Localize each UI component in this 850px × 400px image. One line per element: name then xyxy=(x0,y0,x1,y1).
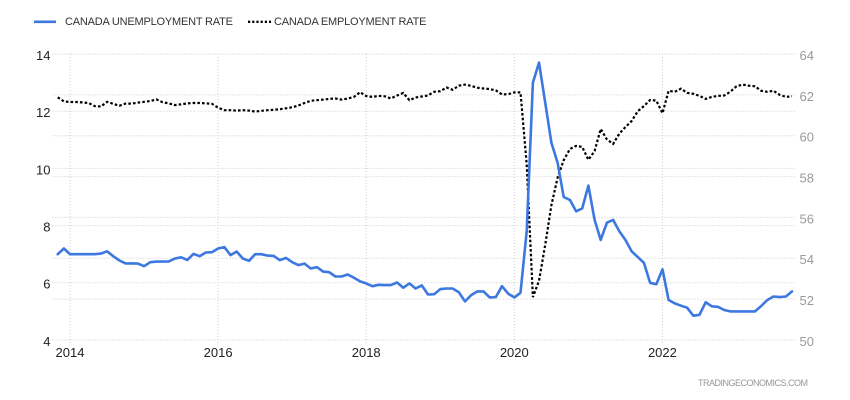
svg-text:2018: 2018 xyxy=(352,345,381,360)
svg-text:6: 6 xyxy=(43,277,50,292)
svg-text:50: 50 xyxy=(800,334,814,349)
svg-text:2016: 2016 xyxy=(204,345,233,360)
svg-text:64: 64 xyxy=(800,48,814,63)
svg-text:12: 12 xyxy=(36,105,50,120)
svg-text:14: 14 xyxy=(36,48,50,63)
svg-text:54: 54 xyxy=(800,252,814,267)
svg-text:2020: 2020 xyxy=(500,345,529,360)
svg-text:10: 10 xyxy=(36,162,50,177)
svg-text:58: 58 xyxy=(800,171,814,186)
svg-text:52: 52 xyxy=(800,293,814,308)
svg-text:62: 62 xyxy=(800,89,814,104)
svg-text:2014: 2014 xyxy=(56,345,85,360)
svg-text:2022: 2022 xyxy=(648,345,677,360)
svg-text:8: 8 xyxy=(43,220,50,235)
svg-text:60: 60 xyxy=(800,130,814,145)
svg-text:4: 4 xyxy=(43,334,50,349)
svg-text:56: 56 xyxy=(800,211,814,226)
